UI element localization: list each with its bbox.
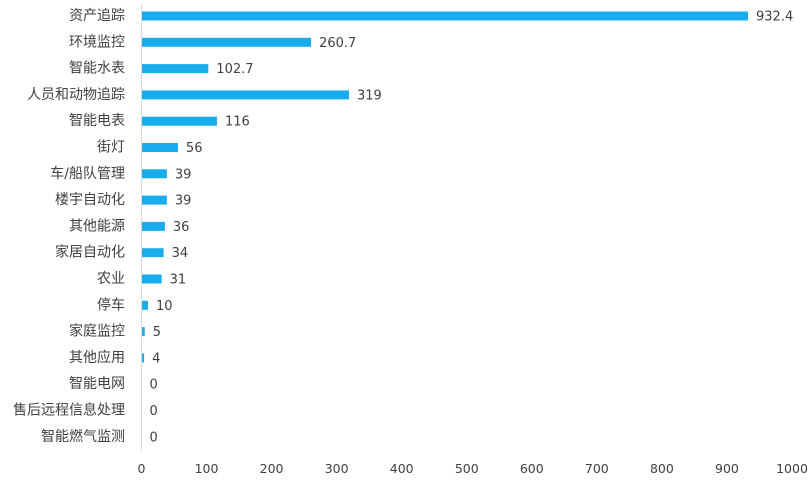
bar: [141, 327, 145, 337]
category-label: 售后远程信息处理: [13, 402, 125, 419]
category-label: 车/船队管理: [50, 165, 125, 182]
bar: [141, 116, 217, 126]
value-label: 102.7: [216, 62, 253, 77]
category-label: 家庭监控: [69, 323, 125, 340]
category-label: 其他应用: [69, 349, 125, 366]
x-tick-label: 700: [585, 461, 609, 476]
value-label: 56: [186, 141, 203, 156]
x-tick-label: 200: [260, 461, 284, 476]
x-tick-label: 600: [520, 461, 544, 476]
value-label: 39: [175, 167, 192, 182]
bar: [141, 353, 145, 363]
value-label: 932.4: [756, 10, 793, 25]
category-label: 智能电表: [69, 113, 125, 129]
bar: [141, 143, 178, 152]
value-label: 116: [225, 115, 250, 130]
bar: [141, 274, 162, 284]
x-tick-label: 100: [195, 461, 219, 476]
bars: [141, 11, 749, 363]
bar: [141, 221, 165, 231]
bar: [141, 195, 167, 205]
category-label: 楼宇自动化: [55, 192, 125, 208]
value-label: 319: [357, 88, 382, 103]
category-label: 人员和动物追踪: [27, 87, 125, 103]
value-label: 5: [153, 325, 161, 340]
value-label: 36: [173, 220, 190, 235]
x-tick-label: 300: [325, 461, 349, 476]
x-tick-label: 1000: [776, 461, 808, 476]
x-axis: 0 100 200 300 400 500 600 700 800 900 1000: [138, 4, 808, 476]
value-label: 260.7: [319, 36, 356, 51]
category-label: 其他能源: [69, 218, 125, 234]
x-tick-label: 400: [390, 461, 414, 476]
x-tick-label: 500: [455, 461, 479, 476]
category-label: 智能电网: [69, 376, 125, 392]
category-labels: 资产追踪环境监控智能水表人员和动物追踪智能电表街灯车/船队管理楼宇自动化其他能源…: [13, 8, 125, 445]
bar: [141, 169, 167, 179]
category-label: 智能水表: [69, 61, 125, 77]
value-label: 34: [172, 246, 189, 261]
bar: [141, 300, 149, 310]
value-label: 39: [175, 194, 192, 209]
category-label: 智能燃气监测: [41, 428, 125, 445]
value-label: 0: [150, 430, 158, 445]
x-tick-label: 0: [138, 461, 146, 476]
value-labels: 932.4 260.7 102.7 319 116 56 39 39 36 34 31 10 5 4 0 0 0: [150, 10, 794, 446]
bar: [141, 64, 209, 74]
value-label: 31: [170, 273, 187, 288]
value-label: 10: [156, 299, 173, 314]
category-label: 环境监控: [69, 34, 125, 50]
category-label: 资产追踪: [69, 8, 125, 24]
value-label: 0: [150, 404, 158, 419]
category-label: 家居自动化: [55, 244, 125, 261]
bar: [141, 248, 164, 258]
category-label: 停车: [97, 296, 125, 313]
bar: [141, 11, 749, 21]
category-label: 街灯: [97, 140, 125, 156]
x-tick-label: 800: [650, 461, 674, 476]
bar: [141, 37, 312, 47]
x-tick-label: 900: [715, 461, 739, 476]
bar: [141, 90, 350, 100]
value-label: 4: [152, 351, 160, 366]
value-label: 0: [150, 378, 158, 393]
category-label: 农业: [97, 271, 125, 287]
